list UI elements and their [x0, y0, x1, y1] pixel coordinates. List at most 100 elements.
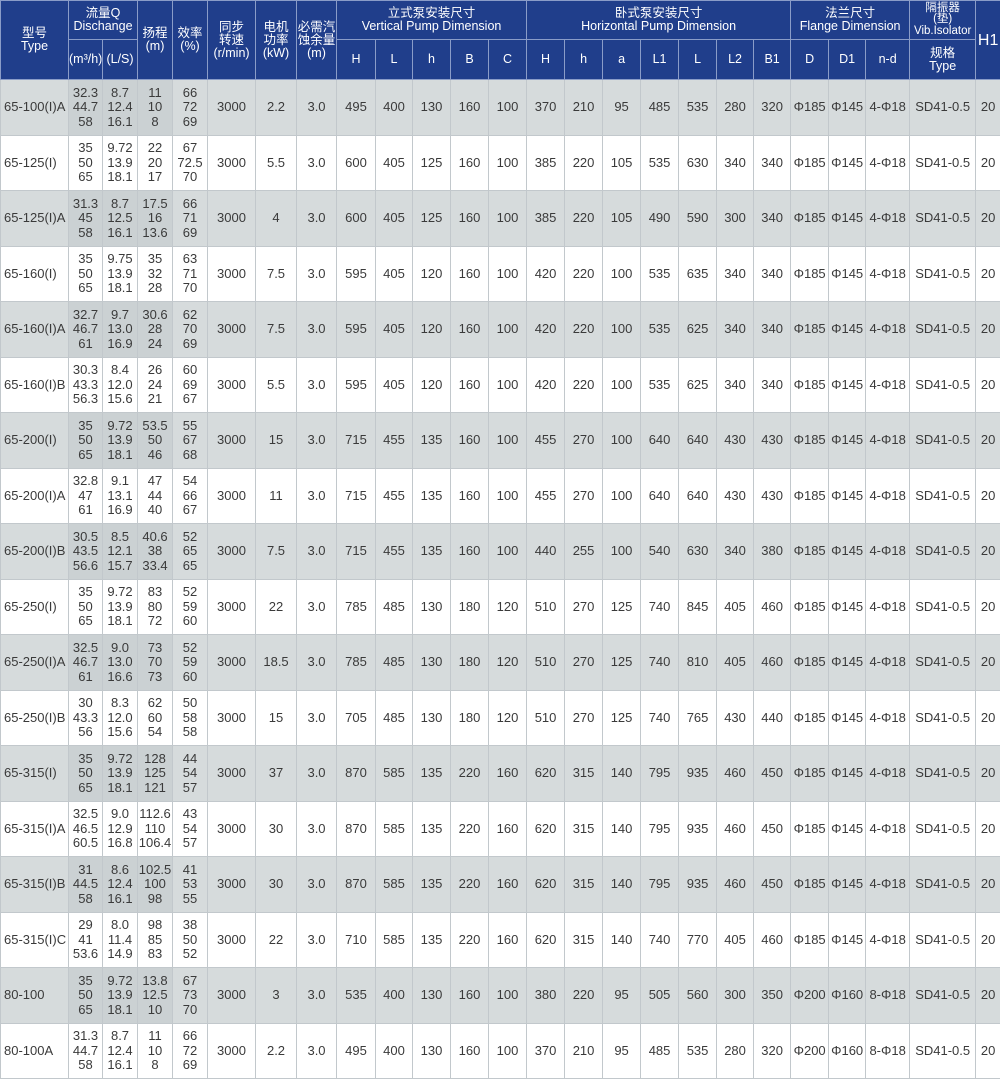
efficiency-value: 55 [173, 419, 207, 434]
horizontal-dim: 370 [527, 1023, 565, 1079]
model-type: 65-250(I)B [1, 690, 69, 746]
horizontal-dim: 315 [565, 801, 603, 857]
head-value: 17 [138, 170, 172, 185]
vertical-dim: 100 [489, 246, 527, 302]
flow-m3h-value: 35 [69, 585, 102, 600]
flow-ls-value: 9.72 [103, 585, 137, 600]
horizontal-dim: 405 [717, 579, 754, 635]
horizontal-dim: 535 [641, 357, 679, 413]
vertical-dim: 130 [413, 579, 451, 635]
head-value: 10 [138, 100, 172, 115]
horizontal-dim: 340 [717, 135, 754, 191]
header-horizontal-col: L2 [717, 40, 754, 80]
vertical-dim: 135 [413, 524, 451, 580]
flange-dim: Φ185 [791, 579, 829, 635]
efficiency-value: 71 [173, 267, 207, 282]
flange-dim: Φ145 [829, 912, 866, 968]
flow-m3h-value: 32.7 [69, 308, 102, 323]
horizontal-dim: 795 [641, 746, 679, 802]
efficiency-value: 66 [173, 86, 207, 101]
model-type: 65-125(I)A [1, 191, 69, 247]
horizontal-dim: 640 [641, 413, 679, 469]
horizontal-dim: 220 [565, 968, 603, 1024]
flow-ls-value: 14.9 [103, 947, 137, 962]
power: 5.5 [256, 135, 297, 191]
flange-dim: Φ185 [791, 80, 829, 136]
horizontal-dim: 255 [565, 524, 603, 580]
flow-ls-value: 13.1 [103, 489, 137, 504]
flange-dim: Φ185 [791, 746, 829, 802]
flange-dim: 4-Φ18 [866, 912, 910, 968]
npsh: 3.0 [297, 468, 337, 524]
flow-m3h-value: 65 [69, 614, 102, 629]
head-value: 13.8 [138, 974, 172, 989]
flow-m3h-value: 58 [69, 115, 102, 130]
horizontal-dim: 350 [754, 968, 791, 1024]
npsh: 3.0 [297, 246, 337, 302]
horizontal-dim: 430 [717, 468, 754, 524]
flange-dim: Φ145 [829, 746, 866, 802]
flow-ls-value: 8.0 [103, 918, 137, 933]
horizontal-dim: 340 [754, 246, 791, 302]
flow-m3h-value: 50 [69, 156, 102, 171]
model-type: 65-315(I)C [1, 912, 69, 968]
flange-dim: Φ185 [791, 801, 829, 857]
vertical-dim: 585 [376, 857, 413, 913]
flange-dim: Φ200 [791, 968, 829, 1024]
flow-ls-value: 9.7 [103, 308, 137, 323]
head-value: 125 [138, 766, 172, 781]
horizontal-dim: 440 [754, 690, 791, 746]
h1: 20 [976, 302, 1000, 358]
vertical-dim: 130 [413, 635, 451, 691]
flow-ls-value: 18.1 [103, 614, 137, 629]
head-value: 100 [138, 877, 172, 892]
horizontal-dim: 140 [603, 912, 641, 968]
isolator-type: SD41-0.5 [910, 690, 976, 746]
vertical-dim: 180 [451, 690, 489, 746]
vertical-dim: 160 [451, 968, 489, 1024]
head-value: 17.5 [138, 197, 172, 212]
header-vertical-col: C [489, 40, 527, 80]
speed: 3000 [208, 191, 256, 247]
efficiency-value: 52 [173, 641, 207, 656]
flow-ls-value: 16.9 [103, 337, 137, 352]
flow-ls-value: 12.4 [103, 877, 137, 892]
flow-ls-value: 13.9 [103, 766, 137, 781]
flange-dim: 4-Φ18 [866, 135, 910, 191]
vertical-dim: 160 [451, 246, 489, 302]
horizontal-dim: 380 [527, 968, 565, 1024]
isolator-type: SD41-0.5 [910, 801, 976, 857]
vertical-dim: 870 [337, 857, 376, 913]
vertical-dim: 455 [376, 468, 413, 524]
efficiency-value: 60 [173, 363, 207, 378]
horizontal-dim: 280 [717, 1023, 754, 1079]
header-speed: 同步转速(r/min) [208, 1, 256, 80]
npsh: 3.0 [297, 1023, 337, 1079]
vertical-dim: 600 [337, 135, 376, 191]
head-value: 50 [138, 433, 172, 448]
head-value: 26 [138, 363, 172, 378]
flow-ls-value: 8.4 [103, 363, 137, 378]
efficiency-value: 73 [173, 988, 207, 1003]
flow-m3h-value: 35 [69, 752, 102, 767]
horizontal-dim: 640 [679, 468, 717, 524]
horizontal-dim: 560 [679, 968, 717, 1024]
